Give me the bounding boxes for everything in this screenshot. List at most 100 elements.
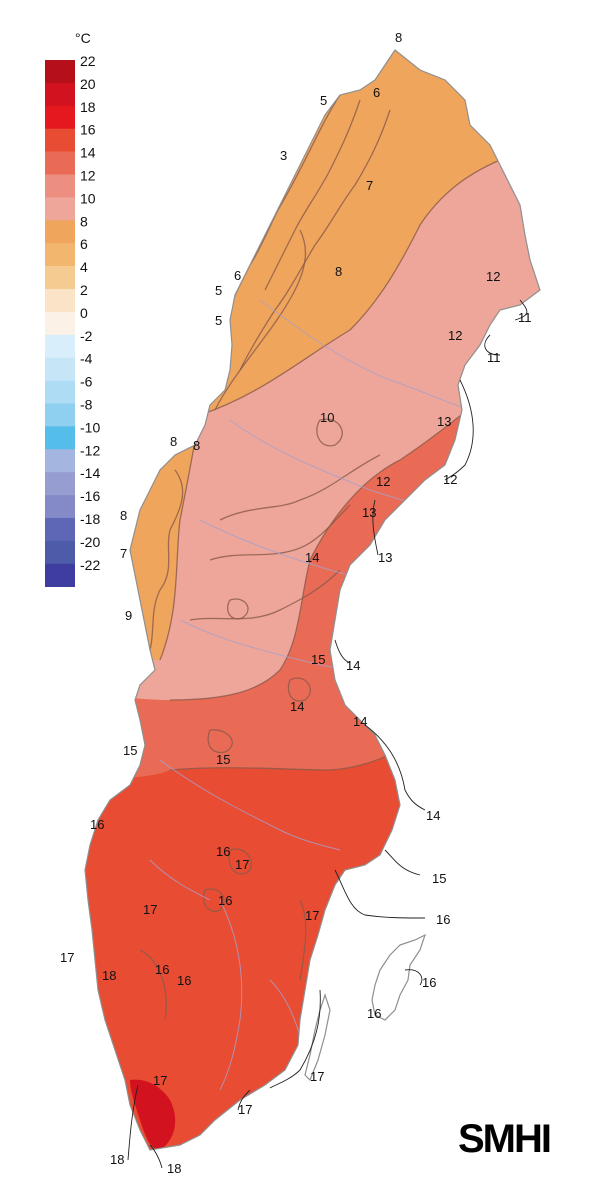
isotherm-value-label: 18 [167, 1161, 181, 1176]
legend-swatch [45, 197, 75, 221]
legend-label: -4 [80, 351, 93, 367]
isotherm-value-label: 11 [518, 310, 532, 325]
legend-swatch [45, 128, 75, 152]
isotherm-value-label: 16 [218, 893, 232, 908]
isotherm-value-label: 11 [487, 350, 501, 365]
isotherm-value-label: 13 [437, 414, 451, 429]
legend-label: 6 [80, 236, 88, 252]
legend-swatch [45, 563, 75, 587]
oland-island [304, 993, 331, 1082]
isotherm-value-label: 17 [60, 950, 74, 965]
isotherm-value-label: 5 [320, 93, 327, 108]
legend-swatch [45, 495, 75, 519]
legend-label: 14 [80, 145, 96, 161]
isotherm-value-label: 15 [432, 871, 446, 886]
legend-swatch [45, 472, 75, 496]
isotherm-value-label: 12 [486, 269, 500, 284]
legend-swatch [45, 82, 75, 107]
mainland-coastline [84, 49, 541, 1151]
legend-swatch [45, 220, 75, 244]
isotherm-value-label: 15 [123, 743, 137, 758]
legend-label: -20 [80, 534, 100, 550]
isotherm-value-label: 15 [311, 652, 325, 667]
isotherm-value-label: 15 [216, 752, 230, 767]
isotherm-value-label: 5 [215, 313, 222, 328]
legend-label: -12 [80, 442, 100, 458]
isotherm-value-label: 14 [346, 658, 360, 673]
legend-swatch [45, 403, 75, 427]
legend: °C 2220181614121086420-2-4-6-8-10-12-14-… [45, 30, 100, 587]
legend-label: 20 [80, 76, 96, 92]
isotherm-value-label: 16 [216, 844, 230, 859]
legend-label: -8 [80, 397, 93, 413]
isotherm-value-label: 13 [378, 550, 392, 565]
isotherm-value-label: 14 [426, 808, 440, 823]
legend-swatch [45, 60, 75, 84]
gotland-island [371, 933, 427, 1021]
isotherm-value-label: 14 [290, 699, 304, 714]
legend-swatch [45, 518, 75, 542]
isotherm-value-label: 9 [125, 608, 132, 623]
legend-label: 4 [80, 259, 88, 275]
isotherm-value-label: 12 [448, 328, 462, 343]
isolines [139, 94, 501, 1021]
legend-label: 12 [80, 168, 96, 184]
isotherm-value-label: 8 [395, 30, 402, 45]
isotherm-value-label: 16 [422, 975, 436, 990]
legend-label: -14 [80, 465, 100, 481]
isotherm-value-label: 7 [120, 546, 127, 561]
isotherm-value-label: 17 [235, 857, 249, 872]
legend-swatch [45, 174, 75, 198]
isotherm-value-label: 16 [436, 912, 450, 927]
legend-label: -10 [80, 419, 100, 435]
legend-label: -16 [80, 488, 100, 504]
isotherm-value-label: 13 [362, 505, 376, 520]
isotherm-value-label: 10 [320, 410, 334, 425]
legend-swatch [45, 151, 75, 175]
isotherm-value-label: 8 [335, 264, 342, 279]
legend-swatch [45, 380, 75, 404]
legend-label: -2 [80, 328, 93, 344]
isotherm-value-label: 6 [373, 85, 380, 100]
isotherm-value-label: 17 [143, 902, 157, 917]
legend-swatch [45, 289, 75, 313]
legend-label: 18 [80, 99, 96, 115]
isotherm-value-label: 17 [153, 1073, 167, 1088]
isotherm-value-label: 3 [280, 148, 287, 163]
legend-swatch [45, 266, 75, 290]
legend-swatch [45, 426, 75, 450]
isotherm-value-label: 5 [215, 283, 222, 298]
legend-label: 10 [80, 190, 96, 206]
isotherm-value-label: 16 [155, 962, 169, 977]
legend-label: 2 [80, 282, 88, 298]
isotherm-value-label: 8 [120, 508, 127, 523]
legend-label: -18 [80, 511, 100, 527]
band-hot-skane [130, 1079, 176, 1150]
legend-swatch [45, 449, 75, 473]
legend-label: 22 [80, 53, 96, 69]
legend-label: 8 [80, 213, 88, 229]
isotherm-value-label: 6 [234, 268, 241, 283]
leader-lines [127, 299, 528, 1169]
isotherm-value-label: 18 [102, 968, 116, 983]
isotherm-value-label: 14 [305, 550, 319, 565]
isotherm-value-label: 7 [366, 178, 373, 193]
isotherm-value-label: 17 [310, 1069, 324, 1084]
isotherm-value-label: 12 [376, 474, 390, 489]
isotherm-value-label: 8 [170, 434, 177, 449]
legend-label: -6 [80, 374, 93, 390]
isotherm-value-label: 18 [110, 1152, 124, 1167]
isotherm-value-label: 14 [353, 714, 367, 729]
legend-label: 16 [80, 122, 96, 138]
legend-swatch [45, 243, 75, 267]
legend-label: -22 [80, 557, 100, 573]
isotherm-value-label: 8 [193, 438, 200, 453]
legend-swatch [45, 334, 75, 358]
legend-swatch [45, 357, 75, 381]
legend-swatch [45, 311, 75, 336]
legend-unit: °C [75, 30, 91, 46]
isotherm-value-label: 16 [177, 973, 191, 988]
isotherm-value-label: 16 [90, 817, 104, 832]
